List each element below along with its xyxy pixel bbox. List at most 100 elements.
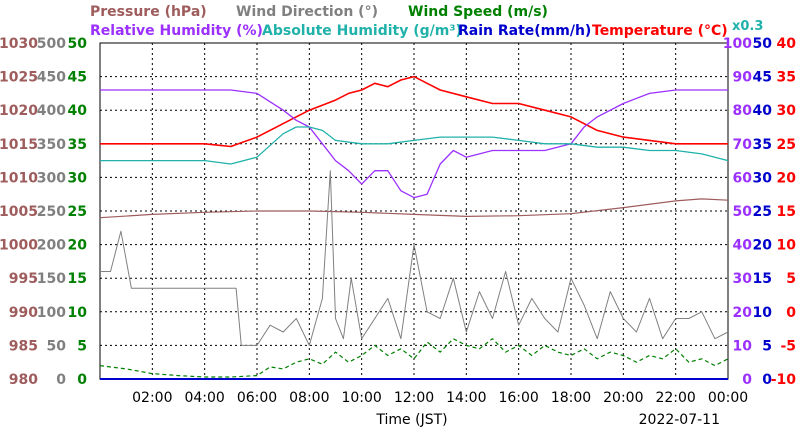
humidity-tick-label: 0 [742,372,752,388]
x-tick-label: 02:00 [132,390,172,406]
pressure-tick-label: 1000 [0,238,38,254]
abs-humidity-title: Absolute Humidity (g/m³) [262,23,462,39]
rain-tick-label: 25 [753,204,772,220]
humidity-line [100,89,728,199]
x-tick-label: 12:00 [394,390,434,406]
wind_speed-tick-label: 10 [68,305,88,321]
pressure-tick-label: 985 [9,338,38,354]
wind-speed-title: Wind Speed (m/s) [408,4,548,20]
temperature-tick-label: 25 [777,137,796,153]
humidity-tick-label: 50 [733,204,753,220]
rain-tick-label: 20 [753,238,773,254]
x-tick-label: 18:00 [551,390,591,406]
rain-tick-label: 15 [753,271,772,287]
wind_direction-line [100,170,729,346]
x-tick-label: 00:00 [708,390,748,406]
pressure-tick-label: 1005 [0,204,38,220]
rain-tick-label: 35 [753,137,772,153]
rain-tick-label: 5 [762,338,772,354]
x-tick-label: 14:00 [446,390,486,406]
wind_speed-tick-label: 0 [77,372,87,388]
rain-tick-label: 45 [753,70,772,86]
humidity-tick-label: 60 [733,170,753,186]
rain-tick-label: 30 [753,170,773,186]
wind_direction-tick-label: 200 [37,238,66,254]
multiplier-label: x0.3 [732,19,763,34]
rain-tick-label: 50 [753,36,773,52]
rain-title: Rain Rate(mm/h) [458,23,591,39]
wind_direction-tick-label: 400 [37,103,66,119]
temperature-tick-label: -10 [771,372,797,388]
temperature-tick-label: 5 [786,271,796,287]
wind_speed-tick-label: 50 [68,36,88,52]
humidity-title: Relative Humidity (%) [90,23,263,39]
x-axis-label: Time (JST) [375,412,447,428]
wind_speed-tick-label: 45 [68,70,87,86]
pressure-title: Pressure (hPa) [90,4,207,20]
temperature-tick-label: -5 [780,338,796,354]
temperature-tick-label: 0 [786,305,796,321]
y-axes: 1030102510201015101010051000995990985980… [0,36,796,388]
x-tick-label: 22:00 [655,390,695,406]
rain-tick-label: 0 [762,372,772,388]
pressure-tick-label: 1025 [0,70,38,86]
x-tick-label: 16:00 [498,390,538,406]
x-axis: 02:00 04:00 06:00 08:00 10:00 12:00 14:00 16:00… [132,390,748,406]
rain-tick-label: 40 [753,103,773,119]
pressure-tick-label: 1010 [0,170,38,186]
wind_direction-tick-label: 350 [37,137,66,153]
pressure-tick-label: 980 [9,372,38,388]
humidity-tick-label: 40 [733,238,753,254]
temperature-tick-label: 10 [777,238,797,254]
humidity-tick-label: 80 [733,103,753,119]
abs_humidity-line [100,126,729,165]
temperature-tick-label: 15 [777,204,796,220]
grid [100,43,728,379]
wind_speed-line [99,338,729,378]
temperature-tick-label: 40 [777,36,797,52]
x-tick-label: 20:00 [603,390,643,406]
wind_direction-tick-label: 300 [37,170,66,186]
date-label: 2022-07-11 [639,412,720,428]
wind_speed-tick-label: 15 [68,271,87,287]
wind_direction-tick-label: 450 [37,70,66,86]
rain-tick-label: 10 [753,305,773,321]
wind_direction-tick-label: 150 [37,271,66,287]
wind_direction-tick-label: 0 [56,372,66,388]
pressure-line [99,198,729,219]
wind_speed-tick-label: 30 [68,170,88,186]
humidity-tick-label: 90 [733,70,753,86]
x-tick-label: 04:00 [184,390,224,406]
humidity-tick-label: 70 [733,137,753,153]
humidity-tick-label: 10 [733,338,753,354]
wind_speed-tick-label: 35 [68,137,87,153]
temperature-tick-label: 20 [777,170,797,186]
wind_direction-tick-label: 50 [47,338,67,354]
wind_speed-tick-label: 20 [68,238,88,254]
temperature-tick-label: 30 [777,103,797,119]
wind_speed-tick-label: 40 [68,103,88,119]
wind-direction-title: Wind Direction (°) [236,4,378,20]
wind_speed-tick-label: 5 [77,338,87,354]
x-tick-label: 08:00 [289,390,329,406]
humidity-tick-label: 30 [733,271,753,287]
temperature-title: Temperature (°C) [592,23,728,39]
temperature-tick-label: 35 [777,70,796,86]
humidity-tick-label: 100 [723,36,752,52]
humidity-tick-label: 20 [733,305,753,321]
wind_direction-tick-label: 100 [37,305,66,321]
wind_speed-tick-label: 25 [68,204,87,220]
wind_direction-tick-label: 250 [37,204,66,220]
pressure-tick-label: 990 [9,305,38,321]
temperature-line [100,75,728,148]
pressure-tick-label: 995 [9,271,38,287]
x-tick-label: 06:00 [237,390,277,406]
series-lines [99,75,729,380]
pressure-tick-label: 1020 [0,103,38,119]
wind_direction-tick-label: 500 [37,36,66,52]
x-tick-label: 10:00 [341,390,381,406]
pressure-tick-label: 1030 [0,36,38,52]
pressure-tick-label: 1015 [0,137,38,153]
